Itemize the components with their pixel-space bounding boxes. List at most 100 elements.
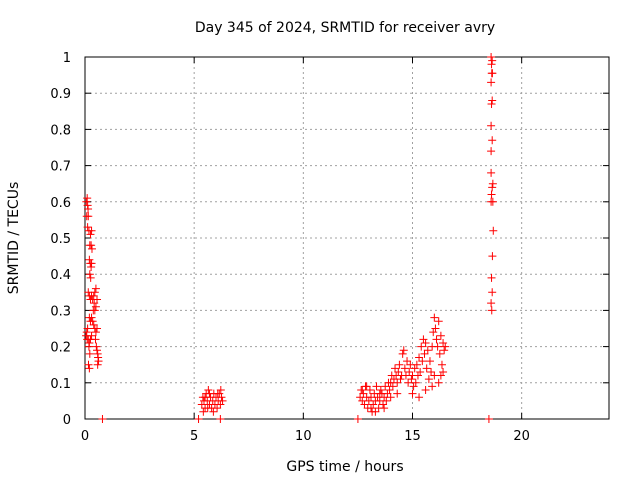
data-point xyxy=(388,382,397,391)
data-point xyxy=(396,375,405,384)
data-point xyxy=(218,396,227,405)
data-point xyxy=(439,367,448,376)
y-tick-label: 0.3 xyxy=(50,304,71,319)
data-point xyxy=(395,360,404,369)
data-point xyxy=(422,364,431,373)
data-point xyxy=(434,317,443,326)
y-tick-label: 0.7 xyxy=(50,160,71,175)
data-point xyxy=(85,255,94,264)
data-point xyxy=(416,367,425,376)
data-point xyxy=(84,212,93,221)
data-point xyxy=(381,382,390,391)
data-point xyxy=(87,313,96,322)
x-tick-label: 20 xyxy=(513,429,530,444)
data-point xyxy=(87,331,96,340)
data-point xyxy=(82,328,91,337)
data-point xyxy=(199,407,208,416)
data-point xyxy=(439,338,448,347)
data-point xyxy=(487,121,496,130)
data-point xyxy=(194,415,203,423)
x-tick-label: 15 xyxy=(404,429,421,444)
data-point xyxy=(434,378,443,387)
data-point xyxy=(394,367,403,376)
data-point xyxy=(488,183,497,192)
data-point xyxy=(488,56,497,65)
data-point xyxy=(421,338,430,347)
data-point xyxy=(415,393,424,402)
data-point xyxy=(362,382,371,391)
data-point xyxy=(85,364,94,373)
data-point xyxy=(372,382,381,391)
data-point xyxy=(410,364,419,373)
data-point xyxy=(400,364,409,373)
data-point xyxy=(91,302,100,311)
y-tick-label: 0.9 xyxy=(50,87,71,102)
data-point xyxy=(487,53,496,61)
data-point xyxy=(83,223,92,232)
y-tick-label: 0.5 xyxy=(50,232,71,247)
data-point xyxy=(93,295,102,304)
data-point xyxy=(421,386,430,395)
data-point xyxy=(98,415,107,423)
data-point xyxy=(93,346,102,355)
data-point xyxy=(93,360,102,369)
y-tick-label: 0 xyxy=(63,413,71,428)
data-point xyxy=(487,147,496,156)
data-point xyxy=(412,360,421,369)
data-point xyxy=(87,226,96,235)
data-point xyxy=(425,357,434,366)
data-point xyxy=(393,389,402,398)
data-point xyxy=(89,291,98,300)
data-point xyxy=(367,404,376,413)
x-tick-label: 0 xyxy=(81,429,89,444)
data-point xyxy=(487,273,496,282)
data-point xyxy=(415,353,424,362)
data-point xyxy=(409,382,418,391)
data-point xyxy=(435,349,444,358)
y-tick-label: 0.8 xyxy=(50,123,71,138)
data-point xyxy=(90,306,99,315)
data-point xyxy=(441,342,450,351)
data-point xyxy=(209,407,218,416)
data-point xyxy=(405,367,414,376)
data-point xyxy=(386,393,395,402)
x-tick-label: 10 xyxy=(295,429,312,444)
data-markers xyxy=(82,53,498,423)
data-point xyxy=(359,389,368,398)
data-point xyxy=(89,320,98,329)
data-point xyxy=(398,349,407,358)
data-point xyxy=(424,375,433,384)
data-point xyxy=(488,252,497,261)
data-point xyxy=(358,386,367,395)
data-point xyxy=(419,335,428,344)
data-point xyxy=(413,371,422,380)
data-point xyxy=(489,226,498,235)
y-tick-label: 0.4 xyxy=(50,268,71,283)
data-point xyxy=(417,342,426,351)
grid-lines xyxy=(85,57,609,419)
data-point xyxy=(91,335,100,344)
data-point xyxy=(430,313,439,322)
data-point xyxy=(360,400,369,409)
data-point xyxy=(217,393,226,402)
data-point xyxy=(437,360,446,369)
data-point xyxy=(83,194,92,203)
data-point xyxy=(436,331,445,340)
data-point xyxy=(201,393,210,402)
data-point xyxy=(91,284,100,293)
data-point xyxy=(418,357,427,366)
data-point xyxy=(90,288,99,297)
data-point xyxy=(84,342,93,351)
data-point xyxy=(83,324,92,333)
data-point xyxy=(92,342,101,351)
data-point xyxy=(87,241,96,250)
data-point xyxy=(484,415,493,423)
data-point xyxy=(407,375,416,384)
data-point xyxy=(84,360,93,369)
data-point xyxy=(82,197,91,206)
data-point xyxy=(94,357,103,366)
data-point xyxy=(408,389,417,398)
data-point xyxy=(216,415,225,423)
data-point xyxy=(431,324,440,333)
